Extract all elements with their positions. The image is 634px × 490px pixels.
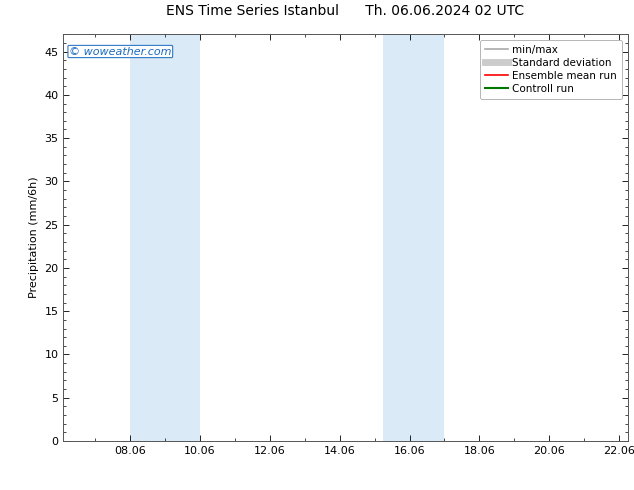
Y-axis label: Precipitation (mm/6h): Precipitation (mm/6h): [29, 177, 39, 298]
Text: ENS Time Series Istanbul      Th. 06.06.2024 02 UTC: ENS Time Series Istanbul Th. 06.06.2024 …: [167, 4, 524, 18]
Text: © woweather.com: © woweather.com: [69, 47, 172, 56]
Legend: min/max, Standard deviation, Ensemble mean run, Controll run: min/max, Standard deviation, Ensemble me…: [480, 40, 623, 99]
Bar: [131, 34, 200, 441]
Bar: [384, 34, 444, 441]
